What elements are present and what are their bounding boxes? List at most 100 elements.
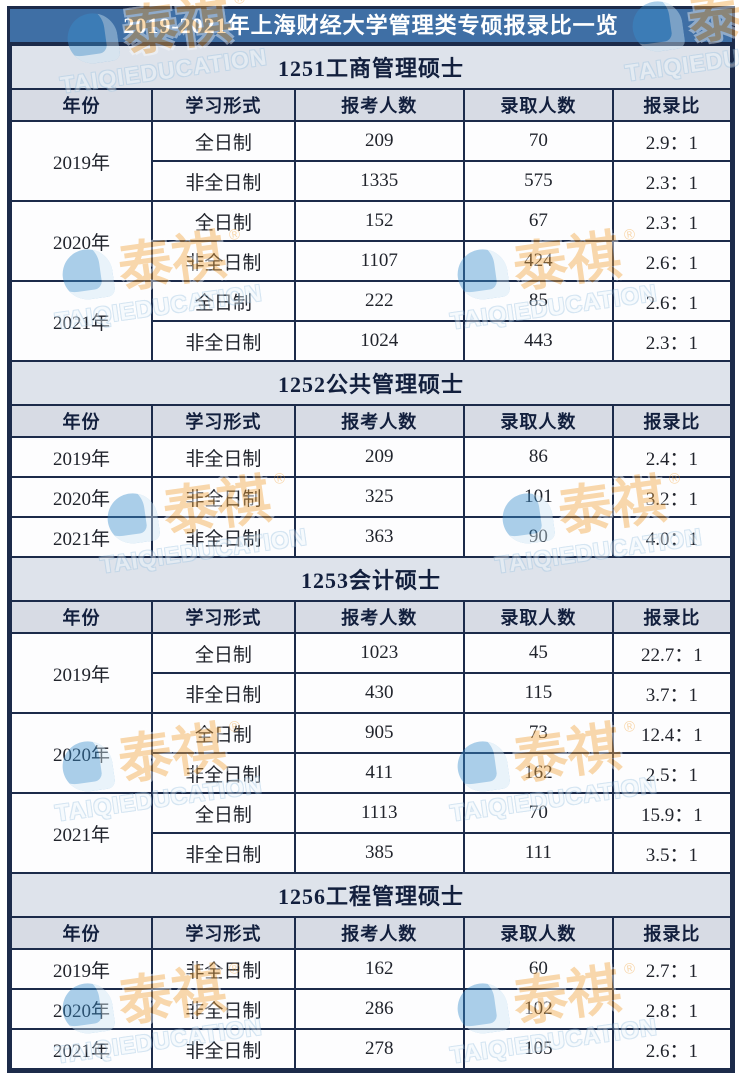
- table-row: 非全日制 1335 575 2.3：1: [11, 160, 733, 202]
- study-mode-cell: 非全日制: [151, 160, 296, 202]
- ratio-cell: 2.6：1: [611, 280, 733, 322]
- table-row: 2021年 全日制 1113 70 15.9：1: [9, 792, 733, 874]
- admitted-cell: 115: [462, 672, 614, 714]
- table-row: 非全日制 430 115 3.7：1: [11, 672, 733, 714]
- section-header-row: 1256工程管理硕士: [10, 872, 732, 918]
- table-row: 非全日制 1024 443 2.3：1: [11, 320, 733, 362]
- page-title: 2019-2021年上海财经大学管理类专硕报录比一览: [10, 9, 732, 44]
- study-mode-cell: 非全日制: [151, 516, 296, 558]
- applicants-cell: 411: [293, 752, 465, 794]
- column-header-row: 年份 学习形式 报考人数 录取人数 报录比: [9, 600, 733, 634]
- applicants-cell: 278: [293, 1028, 465, 1070]
- applicants-cell: 1023: [293, 632, 465, 674]
- study-mode-cell: 非全日制: [151, 752, 296, 794]
- section-header-row: 1251工商管理硕士: [10, 44, 732, 90]
- study-mode-cell: 非全日制: [151, 240, 296, 282]
- study-mode-cell: 全日制: [151, 120, 296, 162]
- table-row: 非全日制 411 162 2.5：1: [11, 752, 733, 794]
- study-mode-cell: 全日制: [151, 632, 296, 674]
- column-header: 录取人数: [462, 600, 614, 634]
- ratio-cell: 2.3：1: [611, 160, 733, 202]
- year-cell: 2020年: [9, 476, 154, 518]
- section-title: 1252公共管理硕士: [10, 360, 732, 406]
- ratio-cell: 12.4：1: [611, 712, 733, 754]
- applicants-cell: 430: [293, 672, 465, 714]
- ratio-cell: 15.9：1: [611, 792, 733, 834]
- ratio-cell: 4.0：1: [611, 516, 733, 558]
- table-row: 2021年 全日制 222 85 2.6：1: [9, 280, 733, 362]
- table-row: 非全日制 385 111 3.5：1: [11, 832, 733, 874]
- admitted-cell: 60: [462, 948, 614, 990]
- column-header: 录取人数: [462, 404, 614, 438]
- year-cell: 2020年: [9, 200, 154, 282]
- ratio-cell: 2.8：1: [611, 988, 733, 1030]
- applicants-cell: 1113: [293, 792, 465, 834]
- year-cell: 2021年: [9, 280, 154, 362]
- column-header: 学习形式: [151, 916, 296, 950]
- admitted-cell: 45: [462, 632, 614, 674]
- study-mode-cell: 非全日制: [151, 320, 296, 362]
- applicants-cell: 325: [293, 476, 465, 518]
- year-cell: 2021年: [9, 792, 154, 874]
- column-header-row: 年份 学习形式 报考人数 录取人数 报录比: [9, 88, 733, 122]
- applicants-cell: 363: [293, 516, 465, 558]
- column-header: 报录比: [611, 404, 733, 438]
- year-cell: 2019年: [9, 436, 154, 478]
- applicants-cell: 152: [293, 200, 465, 242]
- admitted-cell: 86: [462, 436, 614, 478]
- applicants-cell: 209: [293, 436, 465, 478]
- section-title: 1253会计硕士: [10, 556, 732, 602]
- year-cell: 2019年: [9, 632, 154, 714]
- section-header-row: 1252公共管理硕士: [10, 360, 732, 406]
- applicants-cell: 1107: [293, 240, 465, 282]
- column-header: 报考人数: [293, 916, 465, 950]
- study-mode-cell: 全日制: [151, 792, 296, 834]
- year-cell: 2021年: [9, 1028, 154, 1070]
- column-header: 报录比: [611, 88, 733, 122]
- study-mode-cell: 非全日制: [151, 988, 296, 1030]
- study-mode-cell: 非全日制: [151, 948, 296, 990]
- year-cell: 2020年: [9, 712, 154, 794]
- table-row: 2019年 非全日制 162 60 2.7：1: [9, 948, 733, 990]
- year-cell: 2020年: [9, 988, 154, 1030]
- admitted-cell: 443: [462, 320, 614, 362]
- ratio-cell: 2.4：1: [611, 436, 733, 478]
- column-header: 年份: [9, 404, 154, 438]
- admitted-cell: 424: [462, 240, 614, 282]
- study-mode-cell: 非全日制: [151, 672, 296, 714]
- column-header: 报考人数: [293, 600, 465, 634]
- applicants-cell: 385: [293, 832, 465, 874]
- applicants-cell: 209: [293, 120, 465, 162]
- applicants-cell: 905: [293, 712, 465, 754]
- admitted-cell: 111: [462, 832, 614, 874]
- table-board: 2019-2021年上海财经大学管理类专硕报录比一览 1251工商管理硕士 年份学…: [7, 6, 735, 1073]
- admission-table: 1251工商管理硕士 年份 学习形式 报考人数 录取人数 报录比 2019年 全日制 209 70…: [9, 44, 733, 1070]
- study-mode-cell: 非全日制: [151, 436, 296, 478]
- applicants-cell: 162: [293, 948, 465, 990]
- section-title: 1256工程管理硕士: [10, 872, 732, 918]
- study-mode-cell: 全日制: [151, 200, 296, 242]
- admitted-cell: 101: [462, 476, 614, 518]
- column-header: 报录比: [611, 916, 733, 950]
- study-mode-cell: 非全日制: [151, 832, 296, 874]
- admitted-cell: 85: [462, 280, 614, 322]
- admitted-cell: 70: [462, 120, 614, 162]
- applicants-cell: 222: [293, 280, 465, 322]
- table-row: 2020年 全日制 905 73 12.4：1: [9, 712, 733, 794]
- column-header-row: 年份 学习形式 报考人数 录取人数 报录比: [9, 916, 733, 950]
- table-row: 2020年 全日制 152 67 2.3：1: [9, 200, 733, 282]
- study-mode-cell: 全日制: [151, 712, 296, 754]
- column-header: 年份: [9, 88, 154, 122]
- year-cell: 2019年: [9, 120, 154, 202]
- ratio-cell: 2.5：1: [611, 752, 733, 794]
- study-mode-cell: 非全日制: [151, 1028, 296, 1070]
- ratio-cell: 3.5：1: [611, 832, 733, 874]
- admitted-cell: 90: [462, 516, 614, 558]
- year-cell: 2021年: [9, 516, 154, 558]
- ratio-cell: 3.7：1: [611, 672, 733, 714]
- ratio-cell: 2.3：1: [611, 320, 733, 362]
- column-header: 录取人数: [462, 88, 614, 122]
- admitted-cell: 70: [462, 792, 614, 834]
- table-row: 2021年 非全日制 363 90 4.0：1: [9, 516, 733, 558]
